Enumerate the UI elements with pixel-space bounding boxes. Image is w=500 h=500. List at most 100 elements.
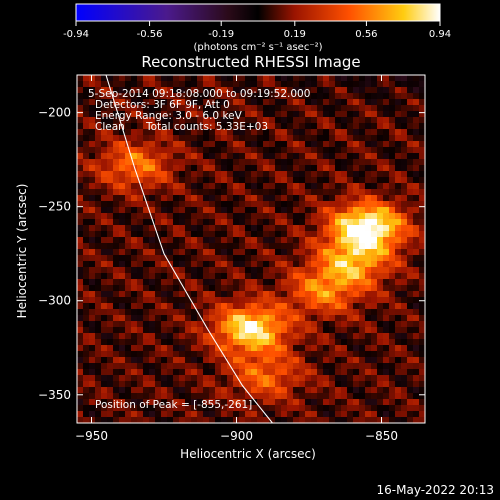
heatmap-cell (185, 363, 192, 370)
heatmap-cell (407, 375, 414, 382)
heatmap-cell (209, 147, 216, 154)
footer-timestamp: 16-May-2022 20:13 (377, 483, 494, 497)
heatmap-cell (191, 339, 198, 346)
heatmap-cell (209, 381, 216, 388)
heatmap-cell (113, 159, 120, 166)
heatmap-cell (149, 249, 156, 256)
heatmap-cell (419, 207, 425, 214)
heatmap-cell (101, 285, 108, 292)
heatmap-cell (119, 75, 126, 82)
heatmap-cell (215, 339, 222, 346)
heatmap-cell (209, 87, 216, 94)
heatmap-cell (119, 393, 126, 400)
heatmap-cell (413, 339, 420, 346)
heatmap-cell (311, 189, 318, 196)
heatmap-cell (143, 183, 150, 190)
heatmap-cell (311, 411, 318, 418)
heatmap-cell (131, 327, 138, 334)
heatmap-cell (275, 141, 282, 148)
heatmap-cell (257, 261, 264, 268)
heatmap-cell (209, 387, 216, 394)
heatmap-cell (227, 387, 234, 394)
heatmap-cell (317, 243, 324, 250)
heatmap-cell (95, 195, 102, 202)
heatmap-cell (83, 153, 90, 160)
heatmap-cell (305, 309, 312, 316)
heatmap-cell (191, 87, 198, 94)
heatmap-cell (413, 261, 420, 268)
heatmap-cell (347, 315, 354, 322)
heatmap-cell (131, 381, 138, 388)
heatmap-cell (269, 369, 276, 376)
heatmap-cell (239, 93, 246, 100)
heatmap-cell (383, 147, 390, 154)
heatmap-cell (407, 351, 414, 358)
heatmap-cell (149, 261, 156, 268)
heatmap-cell (281, 411, 288, 418)
heatmap-cell (239, 387, 246, 394)
heatmap-cell (401, 99, 408, 106)
heatmap-cell (329, 369, 336, 376)
heatmap-cell (413, 111, 420, 118)
heatmap-cell (125, 123, 132, 130)
heatmap-cell (365, 387, 372, 394)
heatmap-cell (317, 273, 324, 280)
heatmap-cell (101, 165, 108, 172)
heatmap-cell (209, 285, 216, 292)
heatmap-cell (287, 255, 294, 262)
heatmap-cell (353, 267, 360, 274)
heatmap-cell (275, 225, 282, 232)
heatmap-cell (371, 183, 378, 190)
heatmap-cell (95, 141, 102, 148)
heatmap-cell (251, 267, 258, 274)
heatmap-cell (323, 339, 330, 346)
heatmap-cell (281, 369, 288, 376)
heatmap-cell (341, 171, 348, 178)
heatmap-cell (113, 99, 120, 106)
heatmap-cell (101, 117, 108, 124)
heatmap-cell (269, 135, 276, 142)
heatmap-cell (185, 237, 192, 244)
heatmap-cell (197, 129, 204, 136)
heatmap-cell (191, 273, 198, 280)
heatmap-cell (173, 351, 180, 358)
heatmap-cell (263, 207, 270, 214)
heatmap-cell (353, 93, 360, 100)
heatmap-cell (221, 345, 228, 352)
heatmap-cell (317, 261, 324, 268)
heatmap-cell (383, 399, 390, 406)
heatmap-cell (377, 231, 384, 238)
heatmap-cell (281, 237, 288, 244)
heatmap-cell (197, 99, 204, 106)
heatmap-cell (299, 87, 306, 94)
heatmap-cell (149, 117, 156, 124)
heatmap-cell (335, 171, 342, 178)
heatmap-cell (401, 237, 408, 244)
heatmap-cell (173, 243, 180, 250)
heatmap-cell (371, 393, 378, 400)
heatmap-cell (413, 129, 420, 136)
heatmap-cell (83, 309, 90, 316)
heatmap-cell (107, 369, 114, 376)
heatmap-cell (299, 273, 306, 280)
heatmap-cell (143, 123, 150, 130)
heatmap-cell (173, 213, 180, 220)
heatmap-cell (107, 381, 114, 388)
heatmap-cell (419, 99, 425, 106)
heatmap-cell (137, 201, 144, 208)
heatmap-cell (137, 93, 144, 100)
heatmap-cell (341, 333, 348, 340)
heatmap-cell (77, 93, 84, 100)
heatmap-cell (269, 213, 276, 220)
heatmap-cell (323, 195, 330, 202)
heatmap-cell (275, 111, 282, 118)
heatmap-cell (107, 309, 114, 316)
heatmap-cell (179, 183, 186, 190)
heatmap-cell (407, 213, 414, 220)
heatmap-cell (395, 249, 402, 256)
heatmap-cell (173, 87, 180, 94)
heatmap-cell (161, 183, 168, 190)
heatmap-cell (353, 123, 360, 130)
heatmap-cell (383, 207, 390, 214)
heatmap-cell (149, 375, 156, 382)
